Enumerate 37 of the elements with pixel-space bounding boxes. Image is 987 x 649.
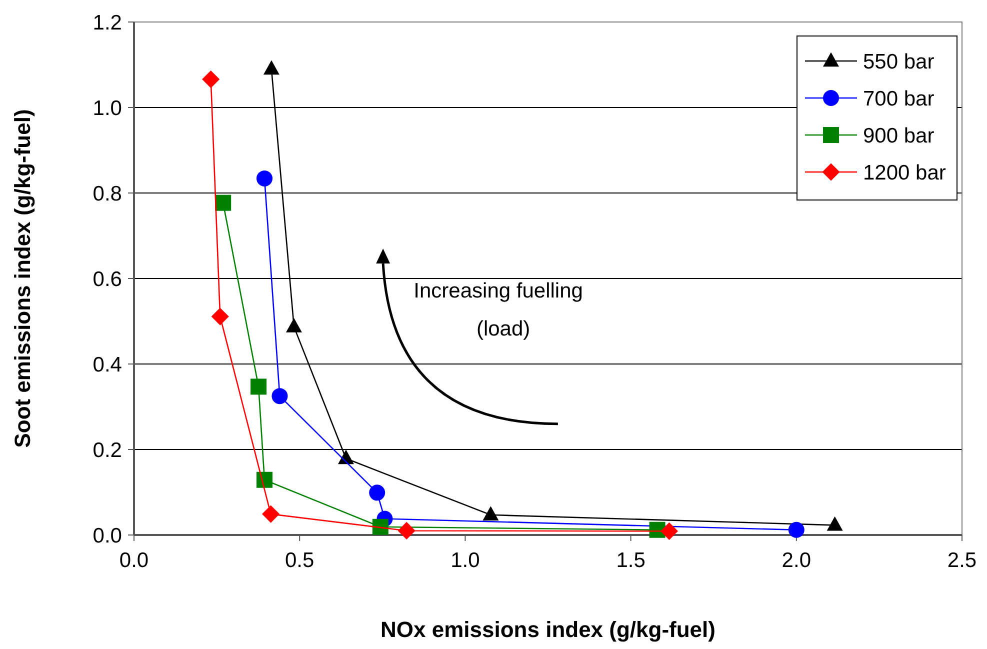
point xyxy=(826,516,843,531)
y-tick-label: 0.0 xyxy=(92,524,122,548)
point xyxy=(482,506,499,521)
x-tick-label: 1.0 xyxy=(450,549,480,572)
point xyxy=(202,70,220,88)
x-axis-title: NOx emissions index (g/kg-fuel) xyxy=(380,617,716,642)
y-tick-label: 0.4 xyxy=(92,353,122,376)
y-tick-label: 0.6 xyxy=(92,268,122,291)
point xyxy=(263,60,280,75)
point xyxy=(215,194,232,211)
y-tick-label: 1.0 xyxy=(92,96,122,120)
point xyxy=(256,170,272,186)
annotation: Increasing fuelling (load) xyxy=(414,280,583,341)
point xyxy=(398,522,416,540)
point xyxy=(272,388,288,404)
point xyxy=(660,522,678,540)
y-axis-title: Soot emissions index (g/kg-fuel) xyxy=(10,109,35,448)
y-tick-label: 0.8 xyxy=(92,182,122,206)
point xyxy=(256,472,272,488)
x-tick-label: 0.5 xyxy=(285,549,314,572)
point xyxy=(262,505,280,523)
y-tick-label: 1.2 xyxy=(92,11,122,34)
x-tick-label: 2.0 xyxy=(782,549,811,572)
x-tick-label: 1.5 xyxy=(616,549,646,572)
x-tick-label: 0.0 xyxy=(119,549,149,572)
legend-label: 900 bar xyxy=(863,124,934,148)
point xyxy=(372,518,388,535)
point xyxy=(250,378,267,395)
legend-label: 1200 bar xyxy=(863,161,946,184)
point xyxy=(286,318,302,332)
y-tick-label: 0.2 xyxy=(92,438,122,462)
legend-label: 700 bar xyxy=(863,87,934,110)
point xyxy=(369,484,386,501)
legend-label: 550 bar xyxy=(863,50,934,74)
point xyxy=(788,522,804,538)
x-tick-label: 2.5 xyxy=(947,549,977,572)
point xyxy=(211,308,229,326)
